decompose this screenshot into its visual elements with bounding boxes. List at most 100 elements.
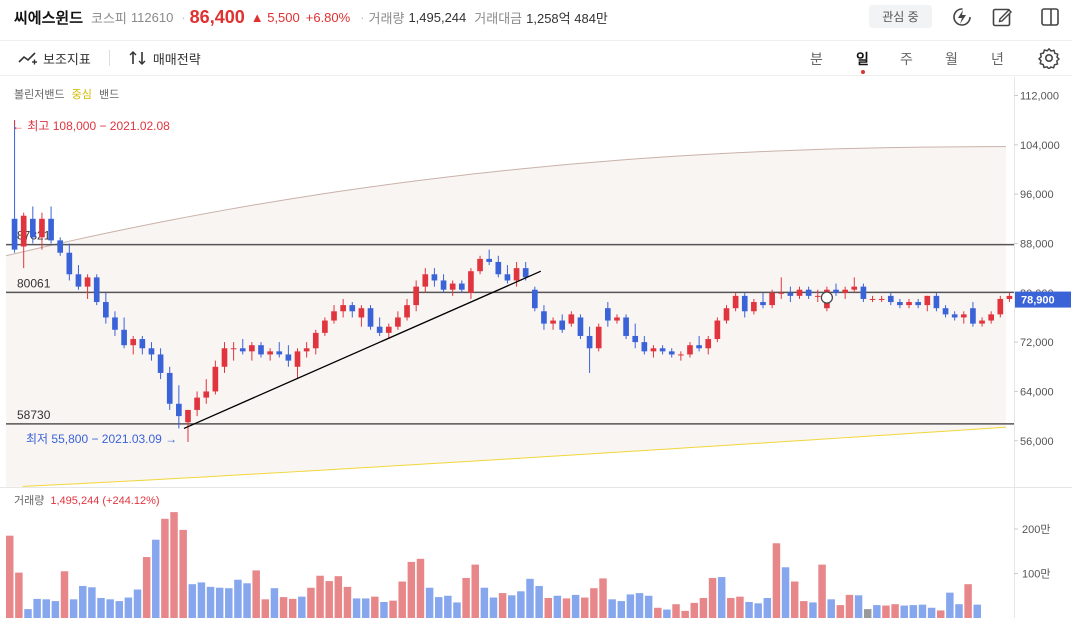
period-year[interactable]: 년 — [991, 51, 1004, 67]
volume-bar[interactable] — [891, 604, 899, 618]
candle-body[interactable] — [641, 342, 648, 352]
volume-bar[interactable] — [590, 588, 598, 618]
volume-bar[interactable] — [161, 518, 169, 618]
candle-body[interactable] — [477, 258, 483, 272]
candle-body[interactable] — [906, 302, 912, 306]
volume-bar[interactable] — [88, 587, 96, 618]
candle-body[interactable] — [577, 317, 584, 336]
candle-body[interactable] — [979, 320, 985, 324]
volume-bar[interactable] — [371, 596, 379, 618]
candle-body[interactable] — [741, 295, 748, 312]
candle-body[interactable] — [166, 372, 173, 404]
candle-body[interactable] — [705, 339, 712, 349]
volume-bar[interactable] — [462, 577, 470, 618]
candle-body[interactable] — [57, 240, 64, 253]
candle-body[interactable] — [842, 289, 848, 293]
candle-body[interactable] — [650, 348, 657, 352]
period-day[interactable]: 일 — [856, 51, 869, 67]
volume-bar[interactable] — [863, 609, 872, 618]
candle-body[interactable] — [851, 286, 858, 290]
volume-bar[interactable] — [581, 597, 589, 618]
candle-body[interactable] — [367, 308, 374, 327]
price-chart[interactable]: 볼린저밴드 중심 밴드 878218006158730 112,000104,0… — [0, 77, 1072, 618]
volume-bar[interactable] — [115, 601, 124, 618]
panel-toggle-icon[interactable] — [1039, 6, 1061, 28]
volume-bar[interactable] — [827, 599, 835, 618]
volume-bar[interactable] — [644, 595, 653, 618]
volume-bar[interactable] — [480, 587, 489, 618]
candle-body[interactable] — [559, 320, 566, 330]
volume-bar[interactable] — [781, 567, 790, 618]
volume-bar[interactable] — [599, 578, 607, 618]
candle-body[interactable] — [212, 366, 219, 392]
candle-body[interactable] — [294, 351, 301, 367]
volume-bar[interactable] — [553, 595, 562, 618]
volume-bar[interactable] — [918, 604, 927, 618]
candle-body[interactable] — [513, 268, 520, 281]
favorite-button[interactable]: 관심 중 — [869, 5, 932, 28]
volume-bar[interactable] — [407, 561, 416, 618]
candle-body[interactable] — [267, 351, 273, 355]
volume-bar[interactable] — [909, 605, 918, 618]
candle-body[interactable] — [869, 298, 876, 300]
candle-body[interactable] — [550, 320, 556, 324]
volume-bar[interactable] — [416, 558, 425, 618]
candle-body[interactable] — [376, 326, 383, 333]
candle-body[interactable] — [760, 302, 766, 306]
candle-body[interactable] — [951, 314, 958, 318]
volume-bar[interactable] — [252, 570, 260, 618]
volume-bar[interactable] — [316, 575, 324, 618]
candle-body[interactable] — [778, 292, 785, 294]
volume-bar[interactable] — [836, 605, 845, 618]
candle-body[interactable] — [751, 302, 757, 312]
volume-bar[interactable] — [626, 594, 635, 618]
volume-bar[interactable] — [498, 593, 507, 618]
candle-body[interactable] — [486, 258, 493, 262]
candle-body[interactable] — [130, 339, 137, 346]
candle-body[interactable] — [614, 317, 620, 321]
volume-bar[interactable] — [225, 588, 233, 618]
candle-body[interactable] — [632, 335, 639, 343]
volume-bar[interactable] — [69, 599, 78, 618]
candle-body[interactable] — [504, 274, 511, 281]
candle-body[interactable] — [860, 286, 867, 299]
drawing-handle[interactable] — [820, 291, 833, 304]
candle-body[interactable] — [605, 308, 611, 321]
candle-body[interactable] — [595, 326, 602, 349]
volume-bar[interactable] — [51, 601, 60, 618]
volume-bar[interactable] — [270, 588, 279, 618]
candle-body[interactable] — [1006, 295, 1013, 299]
candle-body[interactable] — [623, 317, 629, 336]
candle-body[interactable] — [531, 289, 538, 309]
volume-bar[interactable] — [955, 604, 963, 618]
candle-body[interactable] — [887, 295, 894, 303]
volume-bar[interactable] — [106, 599, 114, 618]
candle-body[interactable] — [878, 298, 885, 300]
candle-body[interactable] — [468, 271, 474, 293]
candle-body[interactable] — [814, 295, 821, 297]
period-month[interactable]: 월 — [945, 51, 958, 67]
candle-body[interactable] — [541, 311, 547, 324]
volume-bar[interactable] — [188, 584, 197, 618]
volume-bar[interactable] — [243, 583, 251, 618]
candle-body[interactable] — [331, 311, 337, 321]
volume-bar[interactable] — [562, 598, 571, 618]
volume-bar[interactable] — [389, 600, 397, 618]
candle-body[interactable] — [322, 320, 328, 333]
candle-body[interactable] — [203, 391, 210, 398]
candle-body[interactable] — [970, 308, 976, 324]
candle-body[interactable] — [29, 218, 36, 238]
period-week[interactable]: 주 — [900, 51, 913, 67]
volume-bar[interactable] — [334, 576, 343, 618]
candle-body[interactable] — [148, 348, 155, 355]
volume-bar[interactable] — [133, 589, 142, 618]
volume-bar[interactable] — [508, 595, 516, 618]
candle-body[interactable] — [11, 218, 18, 250]
candle-body[interactable] — [93, 277, 100, 303]
candle-body[interactable] — [349, 305, 356, 312]
candle-body[interactable] — [276, 351, 283, 355]
volume-bar[interactable] — [882, 605, 890, 618]
volume-bar[interactable] — [936, 610, 945, 618]
volume-bar[interactable] — [234, 579, 242, 618]
volume-bar[interactable] — [79, 585, 87, 618]
